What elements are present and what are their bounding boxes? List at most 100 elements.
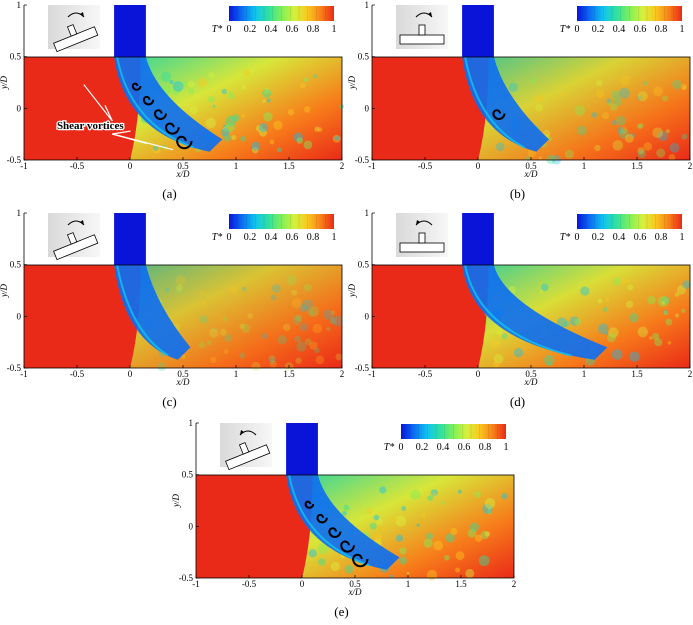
y-axis-label: y/D xyxy=(348,284,357,298)
colorbar-tick-label: 1 xyxy=(504,442,509,453)
y-axis-label: y/D xyxy=(172,494,181,508)
x-tick-label: 0 xyxy=(476,161,481,171)
y-axis-label: y/D xyxy=(0,76,9,90)
colorbar-tick-label: 0 xyxy=(575,24,580,35)
colorbar-tick-label: 0.2 xyxy=(244,232,257,243)
colorbar-tick-label: 0 xyxy=(227,232,232,243)
colorbar-tick-label: 0.4 xyxy=(437,442,450,453)
x-tick-label: -1 xyxy=(20,161,28,171)
x-tick-label: 0 xyxy=(128,161,133,171)
x-tick-label: -0.5 xyxy=(70,161,85,171)
colorbar-tick-label: 1 xyxy=(680,24,685,35)
colorbar-label: T* xyxy=(212,232,223,243)
x-tick-label: -0.5 xyxy=(242,579,257,589)
colorbar-label: T* xyxy=(560,24,571,35)
colorbar-tick-label: 0.4 xyxy=(265,24,278,35)
y-tick-label: 0 xyxy=(189,521,194,531)
panel-caption: (b) xyxy=(510,186,525,201)
panel-caption: (a) xyxy=(162,186,176,201)
x-axis-label: x/D xyxy=(524,169,538,179)
y-tick-label: 0 xyxy=(365,103,370,113)
colorbar-tick-label: 0.8 xyxy=(655,24,668,35)
x-tick-label: 1 xyxy=(234,161,239,171)
y-tick-label: 0 xyxy=(365,311,370,321)
colorbar-tick-label: 0.2 xyxy=(592,24,605,35)
y-tick-label: 0.5 xyxy=(358,52,370,62)
jet-column xyxy=(286,423,318,475)
y-tick-label: -0.5 xyxy=(355,155,370,165)
y-tick-label: 0.5 xyxy=(182,470,194,480)
panel-c: -1 -0.5 0 0.5 1 1.5 2x/D10.50-0.5y/DT* 0 0.2 0.4 0… xyxy=(0,208,345,415)
x-tick-label: 1 xyxy=(406,579,411,589)
y-tick-label: 1 xyxy=(365,208,370,218)
y-tick-label: 1 xyxy=(189,418,194,428)
y-tick-label: -0.5 xyxy=(7,155,22,165)
panel-a: -1 -0.5 0 0.5 1 1.5 2x/D10.50-0.5y/DT* 0 0.2 0.4 0… xyxy=(0,0,345,207)
colorbar-tick-label: 0.4 xyxy=(613,24,626,35)
y-tick-label: -0.5 xyxy=(179,573,194,583)
colorbar-tick-label: 0.6 xyxy=(286,24,299,35)
colorbar-tick-label: 0.6 xyxy=(634,24,647,35)
orientation-inset xyxy=(48,213,100,260)
x-axis-label: x/D xyxy=(176,377,190,387)
y-tick-label: 0 xyxy=(17,311,22,321)
colorbar-tick-label: 0.6 xyxy=(286,232,299,243)
x-tick-label: 1.5 xyxy=(455,579,467,589)
colorbar-tick-label: 0.2 xyxy=(592,232,605,243)
x-tick-label: 1 xyxy=(582,161,587,171)
colorbar-tick-label: 1 xyxy=(332,232,337,243)
jet-column xyxy=(462,5,494,57)
x-tick-label: 1 xyxy=(234,369,239,379)
x-tick-label: -1 xyxy=(20,369,28,379)
colorbar-tick-label: 0.8 xyxy=(655,232,668,243)
orientation-inset xyxy=(220,423,272,470)
x-tick-label: 1 xyxy=(582,369,587,379)
panel-caption: (c) xyxy=(162,394,176,409)
y-tick-label: 1 xyxy=(17,0,22,10)
colorbar-tick-label: 0.6 xyxy=(634,232,647,243)
y-tick-label: 1 xyxy=(365,0,370,10)
colorbar-tick-label: 0.8 xyxy=(307,232,320,243)
x-tick-label: 1.5 xyxy=(283,369,295,379)
jet-column xyxy=(462,213,494,265)
colorbar-tick-label: 0.4 xyxy=(265,232,278,243)
y-axis-label: y/D xyxy=(348,76,357,90)
colorbar-tick-label: 0.6 xyxy=(458,442,471,453)
colorbar-tick-label: 1 xyxy=(680,232,685,243)
x-tick-label: 2 xyxy=(688,369,693,379)
y-tick-label: 0.5 xyxy=(10,52,22,62)
colorbar-label: T* xyxy=(212,24,223,35)
x-tick-label: 1.5 xyxy=(283,161,295,171)
panel-caption: (e) xyxy=(334,604,348,619)
x-tick-label: 2 xyxy=(340,161,345,171)
colorbar-tick-label: 0.4 xyxy=(613,232,626,243)
colorbar-label: T* xyxy=(384,442,395,453)
colorbar-label: T* xyxy=(560,232,571,243)
orientation-inset xyxy=(396,5,448,49)
x-tick-label: 2 xyxy=(512,579,517,589)
x-tick-label: 1.5 xyxy=(631,161,643,171)
y-tick-label: 0 xyxy=(17,103,22,113)
svg-text:Shear vortices: Shear vortices xyxy=(57,120,124,132)
x-tick-label: 0 xyxy=(128,369,133,379)
x-axis-label: x/D xyxy=(176,169,190,179)
x-tick-label: 1.5 xyxy=(631,369,643,379)
colorbar-tick-label: 0.2 xyxy=(244,24,257,35)
x-tick-label: -0.5 xyxy=(418,161,433,171)
jet-column xyxy=(114,213,146,265)
colorbar-tick-label: 0 xyxy=(575,232,580,243)
orientation-inset xyxy=(48,5,100,52)
x-tick-label: 0 xyxy=(300,579,305,589)
y-axis-label: y/D xyxy=(0,284,9,298)
panel-d: -1 -0.5 0 0.5 1 1.5 2x/D10.50-0.5y/DT* 0 0.2 0.4 0… xyxy=(348,208,693,415)
x-tick-label: -0.5 xyxy=(418,369,433,379)
x-tick-label: -1 xyxy=(368,161,376,171)
y-tick-label: 0.5 xyxy=(358,260,370,270)
x-tick-label: -1 xyxy=(368,369,376,379)
y-tick-label: 0.5 xyxy=(10,260,22,270)
y-tick-label: -0.5 xyxy=(355,363,370,373)
panel-caption: (d) xyxy=(510,394,525,409)
jet-column xyxy=(114,5,146,57)
x-axis-label: x/D xyxy=(524,377,538,387)
orientation-inset xyxy=(396,213,448,257)
